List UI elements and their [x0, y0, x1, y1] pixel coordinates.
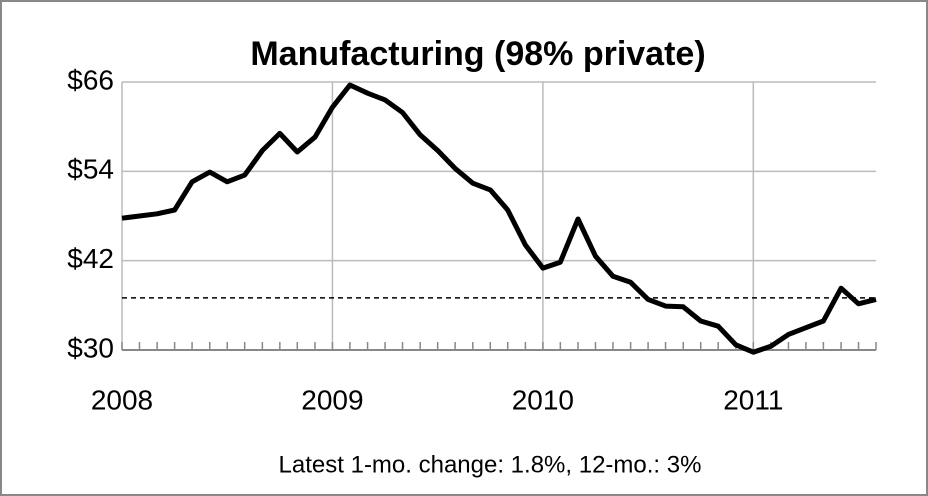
annotation: Latest 1-mo. change: 1.8%, 12-mo.: 3%: [279, 451, 702, 478]
x-tick-label: 2010: [512, 384, 574, 415]
chart-title: Manufacturing (98% private): [250, 35, 705, 73]
y-tick-label: $42: [67, 243, 114, 274]
x-tick-label: 2008: [91, 384, 153, 415]
x-tick-label: 2011: [723, 384, 783, 415]
y-tick-label: $54: [67, 154, 114, 185]
x-tick-label: 2009: [301, 384, 363, 415]
y-tick-label: $30: [67, 332, 114, 363]
data-line: [121, 82, 877, 355]
y-tick-label: $66: [67, 64, 114, 95]
